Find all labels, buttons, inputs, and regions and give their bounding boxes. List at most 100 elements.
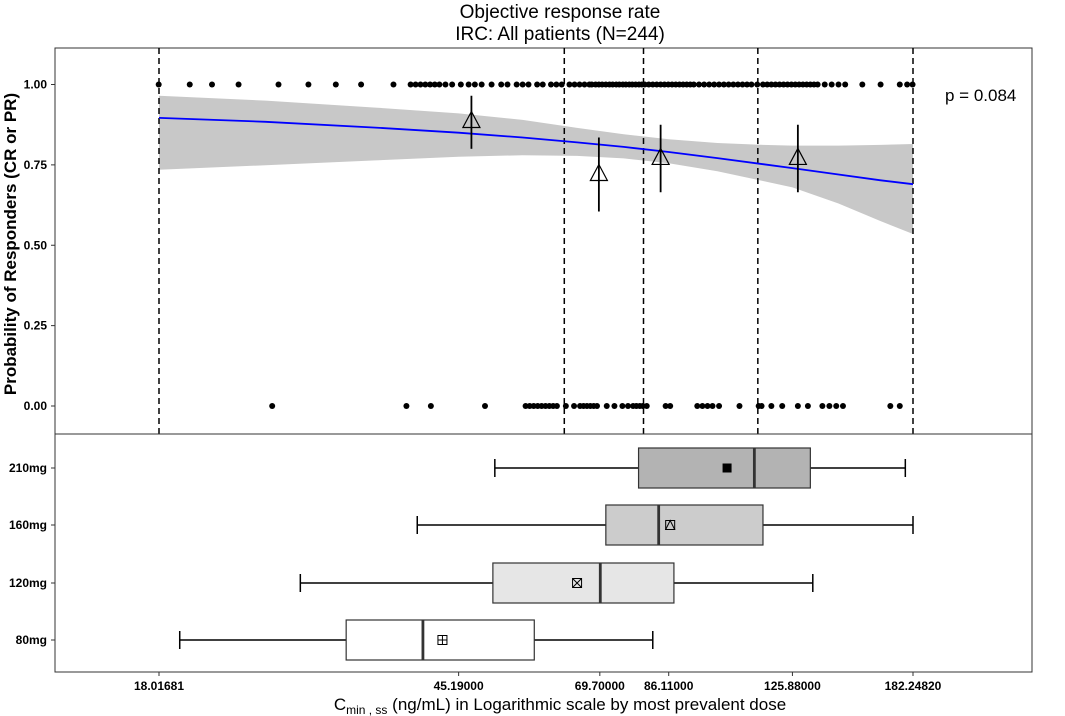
responder-point-22 (488, 81, 495, 88)
nonresponder-point-20 (594, 403, 601, 409)
nonresponder-point-49 (896, 403, 903, 409)
boxplot-mean-marker-210mg (722, 463, 732, 473)
responder-point-11 (417, 81, 424, 88)
responder-point-4 (275, 81, 282, 88)
responder-point-103 (904, 81, 911, 88)
responder-point-19 (465, 81, 472, 88)
x-axis-label-main: C (334, 695, 346, 714)
p-value-annotation: p = 0.084 (945, 86, 1016, 105)
responder-point-28 (534, 81, 541, 88)
x-axis-label-subscript: min , ss (346, 703, 387, 716)
nonresponder-point-46 (833, 403, 840, 409)
responder-point-74 (725, 81, 732, 88)
nonresponder-point-42 (794, 403, 801, 409)
responder-point-9 (407, 81, 414, 88)
y-tick-label-4: 0.00 (24, 399, 48, 413)
responder-point-76 (734, 81, 741, 88)
quartile-triangle-marker-0 (461, 110, 481, 129)
nonresponder-point-3 (482, 403, 489, 409)
responder-point-79 (748, 81, 755, 88)
nonresponder-point-24 (625, 403, 632, 409)
x-tick-label-5: 182.24820 (885, 679, 942, 693)
nonresponder-point-45 (826, 403, 833, 409)
x-axis-label: Cmin , ss (ng/mL) in Logarithmic scale b… (334, 695, 786, 716)
nonresponder-point-44 (819, 403, 826, 409)
y-tick-label-0: 1.00 (24, 78, 48, 92)
boxplot-160mg (416, 504, 914, 546)
responder-point-80 (754, 81, 761, 88)
y-tick-label-3: 0.25 (24, 319, 48, 333)
nonresponder-point-40 (768, 403, 775, 409)
responder-point-71 (711, 81, 718, 88)
y-axis-label: Probability of Responders (CR or PR) (1, 93, 20, 395)
chart-subtitle: IRC: All patients (N=244) (455, 24, 665, 45)
x-tick-label-1: 45.19000 (434, 679, 484, 693)
responder-point-34 (571, 81, 578, 88)
responder-point-75 (730, 81, 737, 88)
responder-point-95 (814, 81, 821, 88)
responder-point-104 (909, 81, 916, 88)
responder-point-16 (442, 81, 449, 88)
quartile-triangle-marker-2 (651, 147, 671, 166)
responder-point-32 (558, 81, 565, 88)
responder-point-69 (701, 81, 708, 88)
nonresponder-point-0 (269, 403, 276, 409)
mean-square-outline (572, 578, 583, 588)
responder-point-3 (235, 81, 242, 88)
nonresponder-point-14 (571, 403, 578, 409)
nonresponder-point-39 (758, 403, 765, 409)
boxplot-80mg (178, 619, 654, 661)
responder-point-14 (431, 81, 438, 88)
responder-point-81 (759, 81, 766, 88)
chart-title: Objective response rate (460, 2, 661, 23)
nonresponder-point-47 (839, 403, 846, 409)
boxplot-mean-marker-160mg (664, 519, 676, 530)
responder-point-20 (471, 81, 478, 88)
responder-point-10 (412, 81, 419, 88)
nonresponder-point-1 (403, 403, 410, 409)
quartile-triangle-marker-3 (788, 147, 808, 166)
nonresponder-point-29 (643, 403, 650, 409)
responder-point-15 (436, 81, 443, 88)
responder-point-99 (842, 81, 849, 88)
boxplot-210mg (494, 447, 907, 489)
y-tick-label-1: 0.75 (24, 158, 48, 172)
nonresponder-point-43 (804, 403, 811, 409)
nonresponder-point-23 (619, 403, 626, 409)
nonresponder-point-2 (427, 403, 434, 409)
responder-point-0 (155, 81, 162, 88)
mean-x-b (572, 578, 582, 588)
confidence-band (159, 95, 913, 234)
nonresponder-point-35 (709, 403, 716, 409)
responder-point-18 (457, 81, 464, 88)
nonresponder-point-36 (716, 403, 723, 409)
dose-label-160mg: 160mg (9, 518, 47, 532)
responder-point-2 (209, 81, 216, 88)
x-tick-label-4: 125.88000 (764, 679, 821, 693)
responder-point-5 (305, 81, 312, 88)
dose-label-210mg: 210mg (9, 461, 47, 475)
quartile-observed-3 (788, 124, 808, 193)
responder-point-35 (576, 81, 583, 88)
nonresponder-point-33 (699, 403, 706, 409)
nonresponder-point-21 (603, 403, 610, 409)
responder-point-31 (553, 81, 560, 88)
responder-point-78 (744, 81, 751, 88)
x-tick-label-0: 18.01681 (134, 679, 184, 693)
responder-point-6 (332, 81, 339, 88)
nonresponder-point-48 (887, 403, 894, 409)
boxplot-box-160mg (605, 504, 764, 546)
bottom-panel (54, 433, 1033, 673)
responder-point-7 (358, 81, 365, 88)
boxplot-mean-marker-80mg (437, 635, 448, 645)
quartile-observed-0 (461, 95, 481, 149)
responder-point-24 (504, 81, 511, 88)
responder-point-97 (828, 81, 835, 88)
responder-point-23 (498, 81, 505, 88)
responder-point-25 (513, 81, 520, 88)
responder-point-27 (525, 81, 532, 88)
responder-point-102 (896, 81, 903, 88)
nonresponder-point-41 (779, 403, 786, 409)
responder-point-96 (821, 81, 828, 88)
